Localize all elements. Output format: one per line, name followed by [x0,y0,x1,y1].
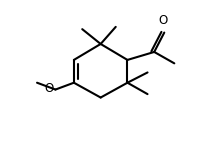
Text: O: O [44,82,54,95]
Text: O: O [159,15,168,27]
